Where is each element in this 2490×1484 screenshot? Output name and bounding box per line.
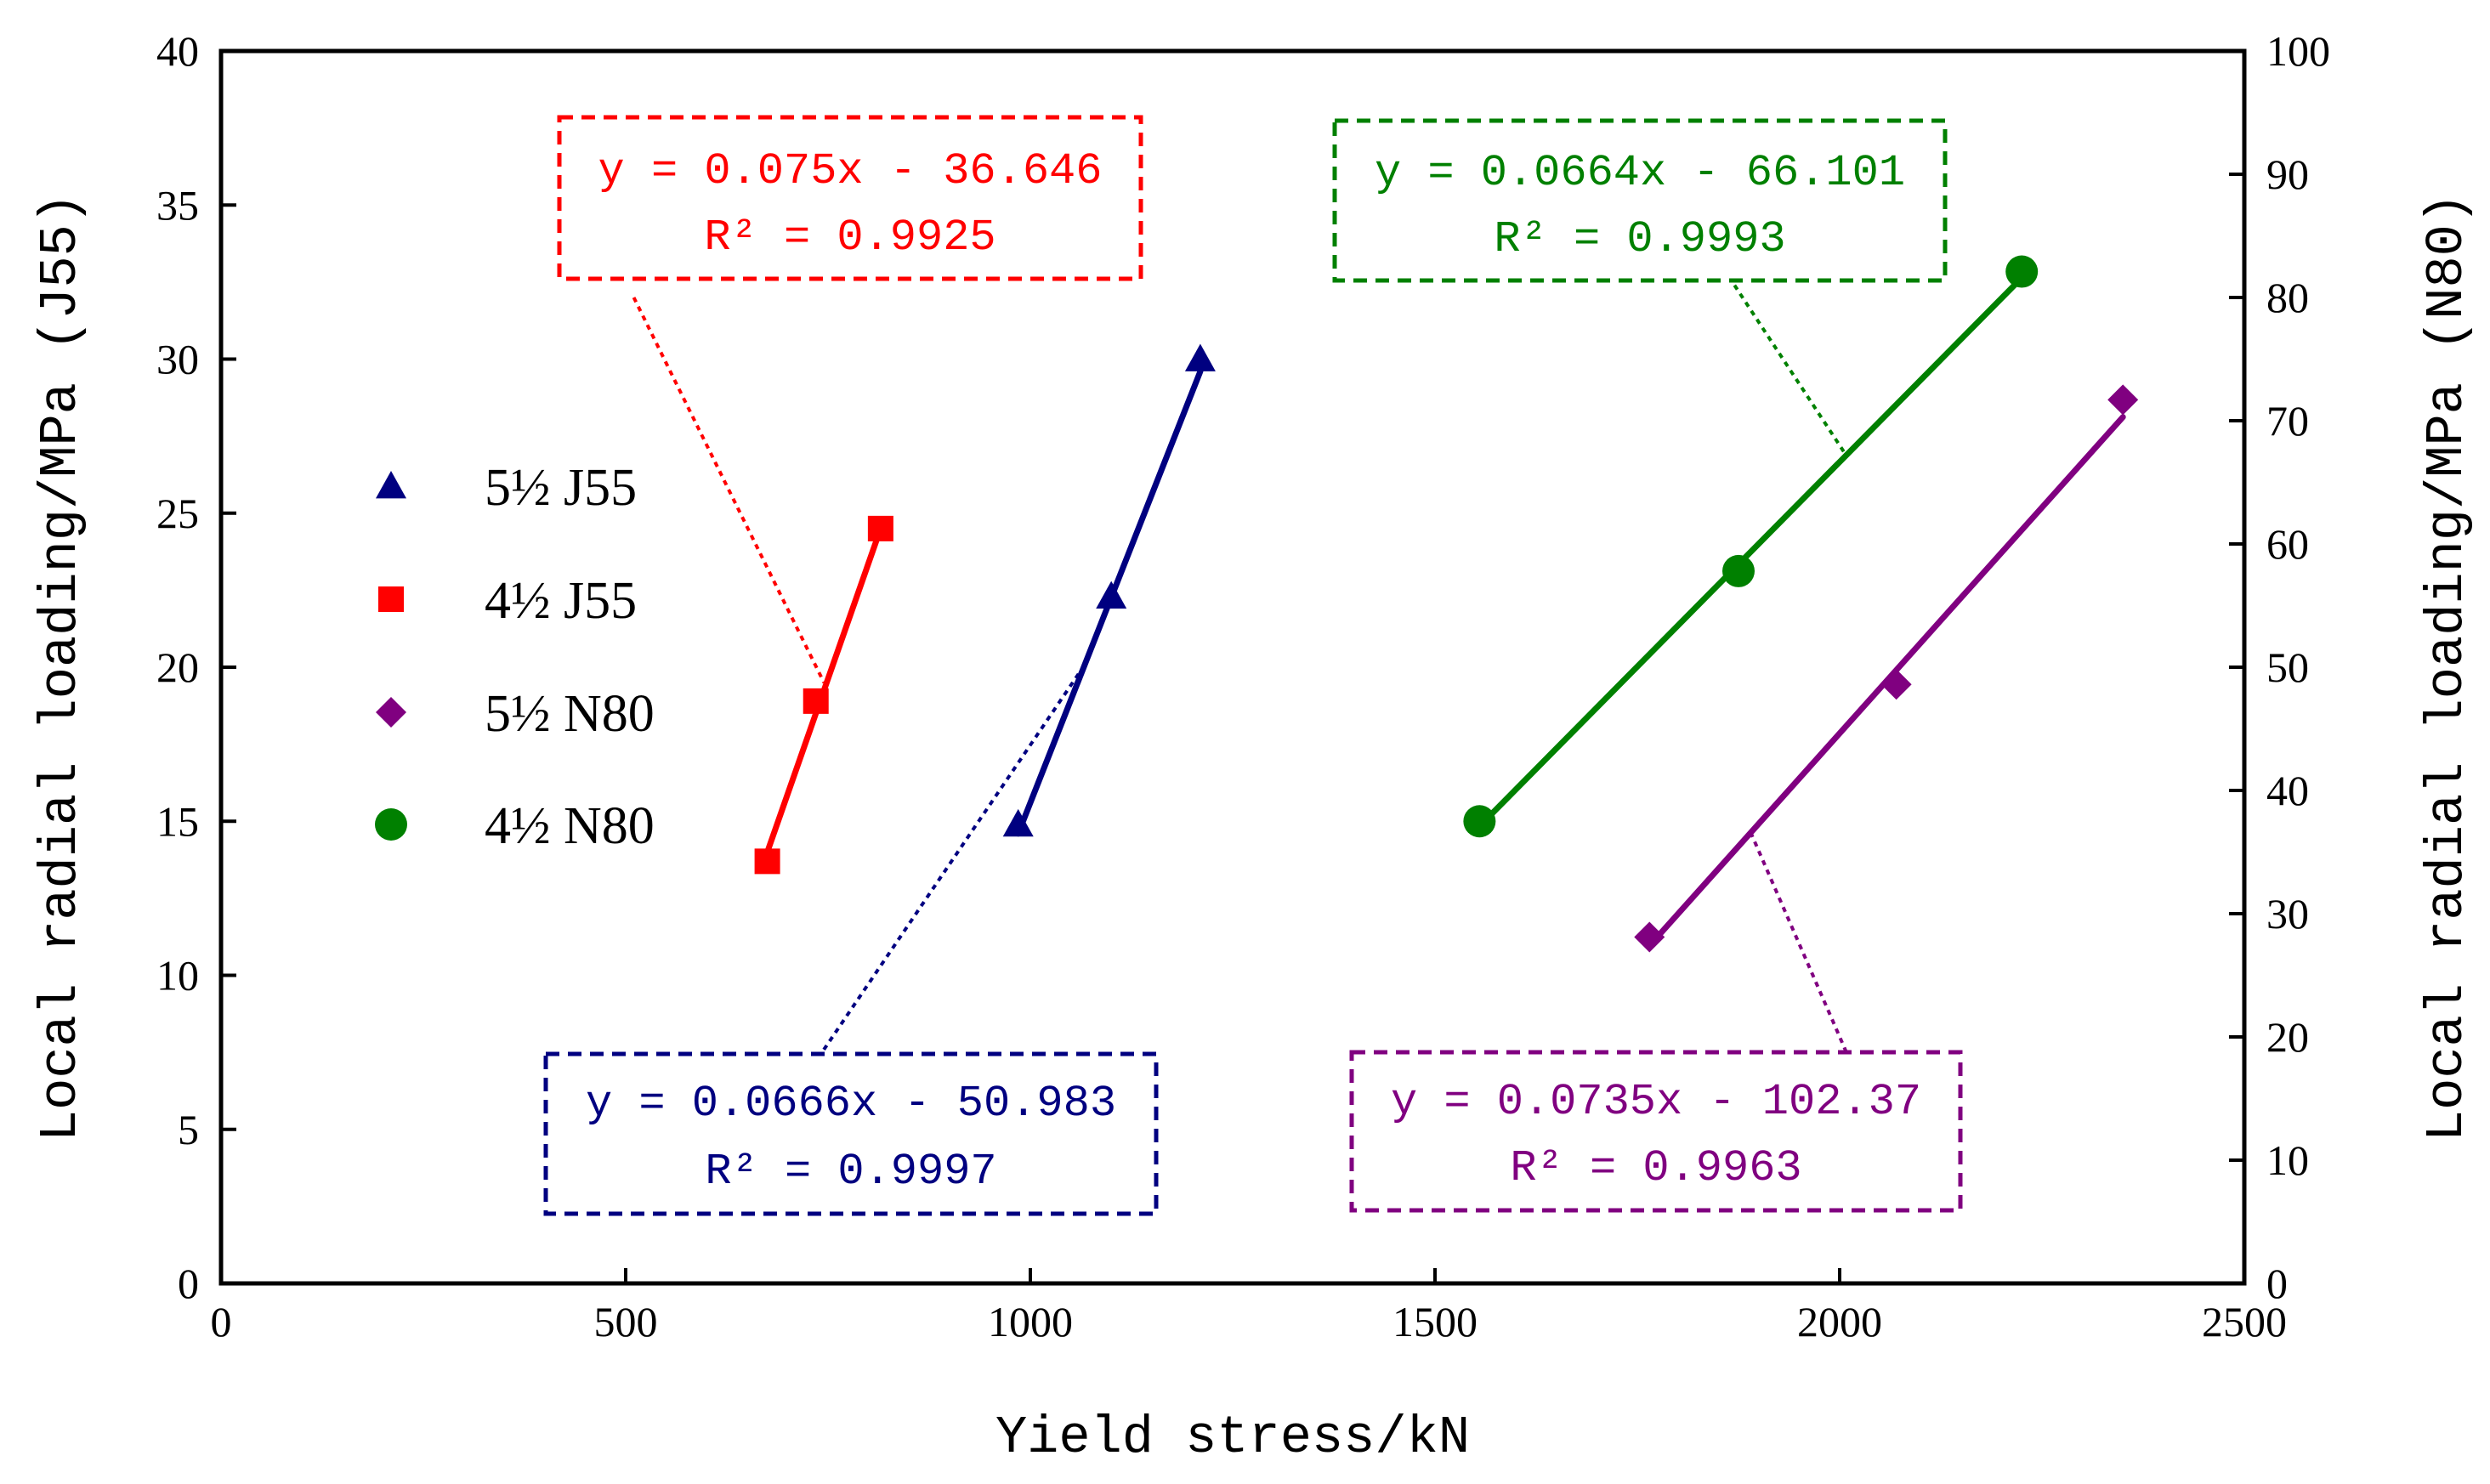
- data-point: [754, 848, 780, 875]
- data-point: [1722, 554, 1755, 587]
- equation-box-4half-n80: y = 0.0664x - 66.101 R² = 0.9993: [1332, 118, 1948, 283]
- equation-text: y = 0.0735x - 102.37: [1391, 1077, 1921, 1127]
- data-point: [867, 515, 893, 541]
- left-y-axis-title: Local radial loading/MPa (J55): [31, 193, 91, 1141]
- left-y-tick-label: 0: [178, 1260, 199, 1307]
- equation-text: y = 0.0666x - 50.983: [586, 1079, 1116, 1129]
- equation-box-frame: [1332, 118, 1948, 283]
- data-point: [2005, 255, 2039, 288]
- legend-label: 4½ N80: [485, 797, 655, 855]
- left-y-tick-label: 20: [156, 643, 199, 691]
- trend-line: [1476, 275, 2025, 830]
- r-squared-text: R² = 0.9993: [1494, 214, 1785, 264]
- right-y-tick-label: 50: [2266, 643, 2309, 691]
- legend-marker: [378, 586, 404, 612]
- right-y-tick-label: 10: [2266, 1136, 2309, 1184]
- r-squared-text: R² = 0.9925: [704, 212, 995, 263]
- right-y-tick-label: 80: [2266, 274, 2309, 321]
- right-y-tick-label: 30: [2266, 890, 2309, 937]
- r-squared-text: R² = 0.9963: [1510, 1143, 1801, 1193]
- x-tick-label: 0: [211, 1298, 232, 1345]
- data-point: [1096, 581, 1127, 609]
- legend-label: 5½ N80: [485, 685, 655, 743]
- data-point: [1184, 343, 1216, 371]
- left-y-axis-ticks: 0 5 10 15 20 25 30 35 40: [156, 27, 236, 1307]
- x-tick-label: 2000: [1797, 1298, 1882, 1345]
- leader-line: [1749, 831, 1850, 1056]
- leader-line: [632, 297, 826, 684]
- legend-item: 5½ N80: [376, 685, 655, 743]
- equation-box-5half-n80: y = 0.0735x - 102.37 R² = 0.9963: [1349, 1050, 1963, 1213]
- legend-item: 5½ J55: [376, 459, 637, 517]
- left-y-tick-label: 25: [156, 490, 199, 537]
- right-y-tick-label: 70: [2266, 397, 2309, 445]
- left-y-tick-label: 5: [178, 1106, 199, 1153]
- leader-line: [1721, 265, 1846, 453]
- fit-lines-layer: [764, 275, 2126, 949]
- left-y-tick-label: 40: [156, 27, 199, 75]
- r-squared-text: R² = 0.9997: [705, 1147, 996, 1197]
- data-point: [1634, 921, 1665, 953]
- x-axis-title: Yield stress/kN: [995, 1408, 1470, 1468]
- data-markers-layer: [754, 255, 2139, 953]
- legend: 5½ J55 4½ J55 5½ N80 4½ N80: [375, 459, 655, 855]
- data-point: [803, 688, 829, 714]
- equation-box-5half-j55: y = 0.0666x - 50.983 R² = 0.9997: [543, 1051, 1159, 1216]
- data-point: [1463, 805, 1496, 838]
- right-y-axis-title: Local radial loading/MPa (N80): [2417, 193, 2477, 1141]
- legend-marker: [375, 808, 407, 841]
- right-y-tick-label: 60: [2266, 520, 2309, 568]
- x-tick-label: 1500: [1392, 1298, 1478, 1345]
- x-tick-label: 500: [594, 1298, 658, 1345]
- left-y-tick-label: 10: [156, 952, 199, 1000]
- equation-box-frame: [557, 115, 1143, 281]
- equation-text: y = 0.0664x - 66.101: [1375, 148, 1905, 198]
- equation-box-4half-j55: y = 0.075x - 36.646 R² = 0.9925: [557, 115, 1143, 281]
- right-y-tick-label: 40: [2266, 767, 2309, 814]
- left-y-tick-label: 35: [156, 181, 199, 229]
- equation-box-frame: [1349, 1050, 1963, 1213]
- legend-marker: [376, 697, 406, 728]
- right-y-tick-label: 0: [2266, 1260, 2288, 1307]
- right-y-axis-ticks: 0 10 20 30 40 50 60 70 80 90 100: [2229, 27, 2330, 1307]
- equation-text: y = 0.075x - 36.646: [598, 146, 1103, 196]
- right-y-tick-label: 100: [2266, 27, 2330, 75]
- legend-label: 5½ J55: [485, 459, 637, 517]
- equation-box-frame: [543, 1051, 1159, 1216]
- legend-item: 4½ J55: [378, 572, 637, 630]
- x-tick-label: 1000: [988, 1298, 1073, 1345]
- equation-boxes: y = 0.075x - 36.646 R² = 0.9925 y = 0.06…: [543, 115, 1963, 1216]
- left-y-tick-label: 15: [156, 797, 199, 845]
- x-tick-label: 2500: [2202, 1298, 2287, 1345]
- right-y-tick-label: 90: [2266, 150, 2309, 198]
- right-y-tick-label: 20: [2266, 1013, 2309, 1061]
- data-point: [2107, 384, 2139, 416]
- x-axis-ticks: 0 500 1000 1500 2000 2500: [211, 1268, 2287, 1345]
- data-point: [1002, 808, 1034, 837]
- legend-marker: [376, 471, 406, 499]
- data-point: [1880, 669, 1912, 700]
- legend-item: 4½ N80: [375, 797, 655, 855]
- legend-label: 4½ J55: [485, 572, 637, 630]
- left-y-tick-label: 30: [156, 336, 199, 383]
